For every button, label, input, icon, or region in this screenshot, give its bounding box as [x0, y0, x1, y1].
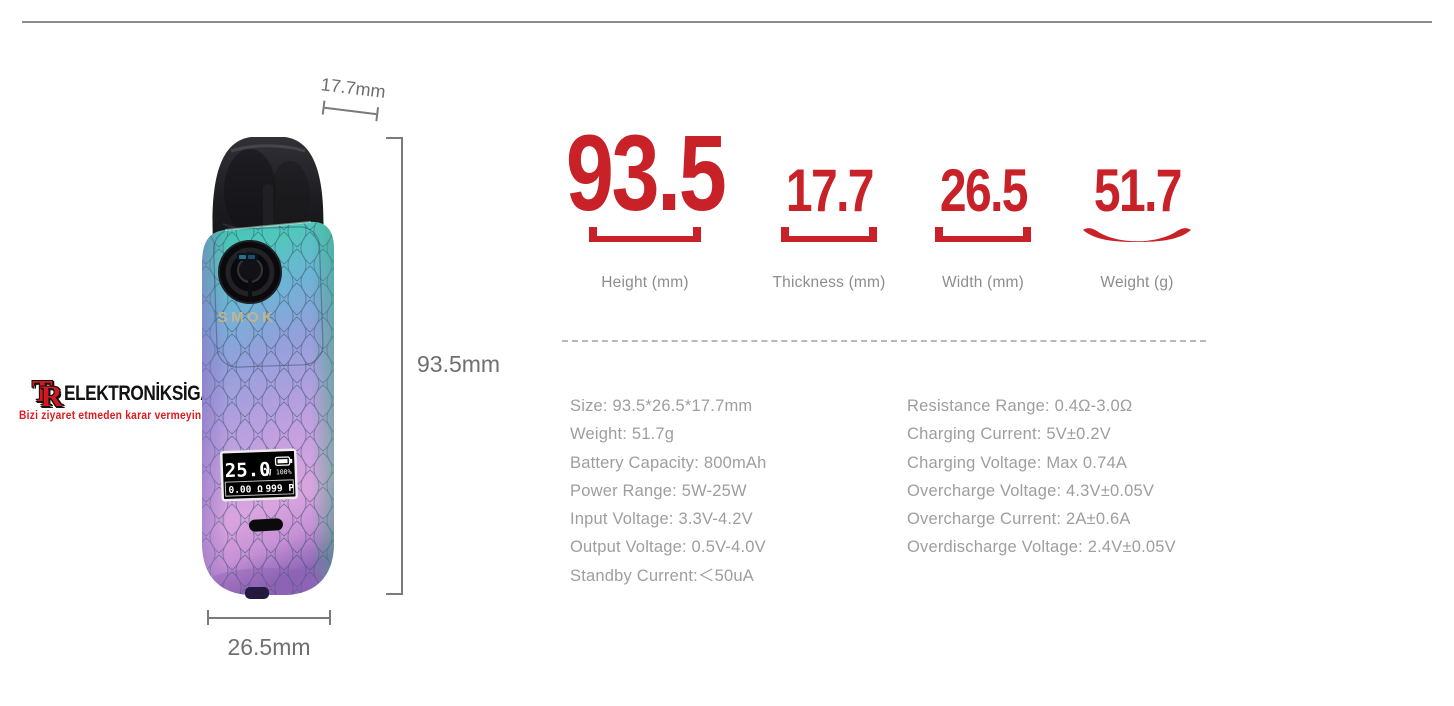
screen-puff-counter: 999 P	[265, 483, 294, 495]
metric-thickness-underline	[781, 227, 877, 242]
metric-thickness-value: 17.7	[785, 157, 874, 225]
metric-height-underline	[589, 227, 701, 242]
spec-charging-voltage: Charging Voltage: Max 0.74A	[907, 453, 1128, 472]
metric-width-label: Width (mm)	[941, 274, 1025, 291]
height-bracket-line	[401, 137, 403, 595]
store-watermark: T R ★ ELEKTRONİKSİGARA Bizi ziyaret etme…	[19, 373, 237, 422]
metric-width-value: 26.5	[939, 157, 1028, 225]
top-divider-line	[22, 21, 1432, 23]
metric-thickness-label: Thickness (mm)	[772, 274, 886, 291]
metric-thickness: 17.7 Thickness (mm)	[749, 119, 909, 292]
thickness-bracket	[321, 100, 380, 122]
spec-overdischarge-voltage: Overdischarge Voltage: 2.4V±0.05V	[907, 538, 1176, 557]
spec-standby-current: Standby Current:＜50uA	[570, 566, 754, 585]
logo-monogram-t: T	[32, 373, 53, 409]
dimension-thickness: 17.7mm	[314, 74, 390, 122]
spec-output-voltage: Output Voltage: 0.5V-4.0V	[570, 538, 766, 557]
metric-weight-swoosh-underline	[1083, 228, 1191, 242]
width-bracket-tick-right	[329, 610, 331, 625]
metric-weight: 51.7 Weight (g)	[1057, 119, 1217, 292]
spec-overcharge-current: Overcharge Current: 2A±0.6A	[907, 510, 1131, 529]
device-airflow-slot	[249, 518, 283, 532]
metric-height-value: 93.5	[565, 111, 727, 233]
device-base-notch	[245, 587, 269, 599]
spec-list-right: Resistance Range: 0.4Ω-3.0Ω Charging Cur…	[907, 392, 1176, 562]
metric-weight-value: 51.7	[1093, 157, 1182, 225]
logo-monogram-r: R	[40, 380, 63, 413]
height-value: 93.5mm	[417, 351, 501, 377]
spec-list-left: Size: 93.5*26.5*17.7mm Weight: 51.7g Bat…	[570, 392, 766, 590]
screen-battery-percent: 100%	[276, 468, 292, 477]
screen-wattage-value: 25.0	[224, 459, 271, 483]
store-logo-row: T R ★ ELEKTRONİKSİGARA	[32, 373, 237, 413]
metric-weight-label: Weight (g)	[1100, 274, 1174, 291]
store-tagline: Bizi ziyaret etmeden karar vermeyin.	[19, 408, 205, 422]
spec-weight: Weight: 51.7g	[570, 425, 675, 444]
device-screen: 25.0 W 100% 0.00 Ω 999 P	[220, 448, 298, 502]
spec-resistance-range: Resistance Range: 0.4Ω-3.0Ω	[907, 397, 1133, 415]
dashed-divider-line	[562, 340, 1206, 342]
spec-battery-capacity: Battery Capacity: 800mAh	[570, 453, 767, 472]
spec-size: Size: 93.5*26.5*17.7mm	[570, 397, 753, 415]
metric-width: 26.5 Width (mm)	[903, 119, 1063, 292]
metric-width-underline	[935, 227, 1031, 242]
spec-charging-current: Charging Current: 5V±0.2V	[907, 425, 1111, 444]
thickness-value: 17.7mm	[319, 74, 387, 102]
device-fire-button	[218, 240, 282, 304]
store-brand-name: ELEKTRONİKSİGARA	[64, 382, 237, 405]
height-bracket-tick-bottom	[386, 593, 403, 595]
screen-battery-icon	[274, 456, 293, 467]
logo-star-icon: ★	[59, 387, 67, 396]
device-brand-text: SMOK	[218, 309, 277, 326]
height-bracket-tick-top	[386, 137, 403, 139]
spec-power-range: Power Range: 5W-25W	[570, 481, 747, 500]
width-bracket-line	[207, 617, 331, 619]
screen-wattage-unit: W	[266, 469, 272, 479]
metric-height: 93.5 Height (mm)	[540, 111, 750, 292]
width-bracket-tick-left	[207, 610, 209, 625]
metric-height-label: Height (mm)	[601, 274, 689, 291]
screen-resistance: 0.00 Ω	[228, 484, 263, 496]
device-product-image: SMOK 25.0 W 100% 0.00 Ω 999 P	[202, 137, 334, 599]
spec-input-voltage: Input Voltage: 3.3V-4.2V	[570, 510, 753, 529]
width-value: 26.5mm	[227, 634, 311, 660]
spec-overcharge-voltage: Overcharge Voltage: 4.3V±0.05V	[907, 481, 1155, 500]
